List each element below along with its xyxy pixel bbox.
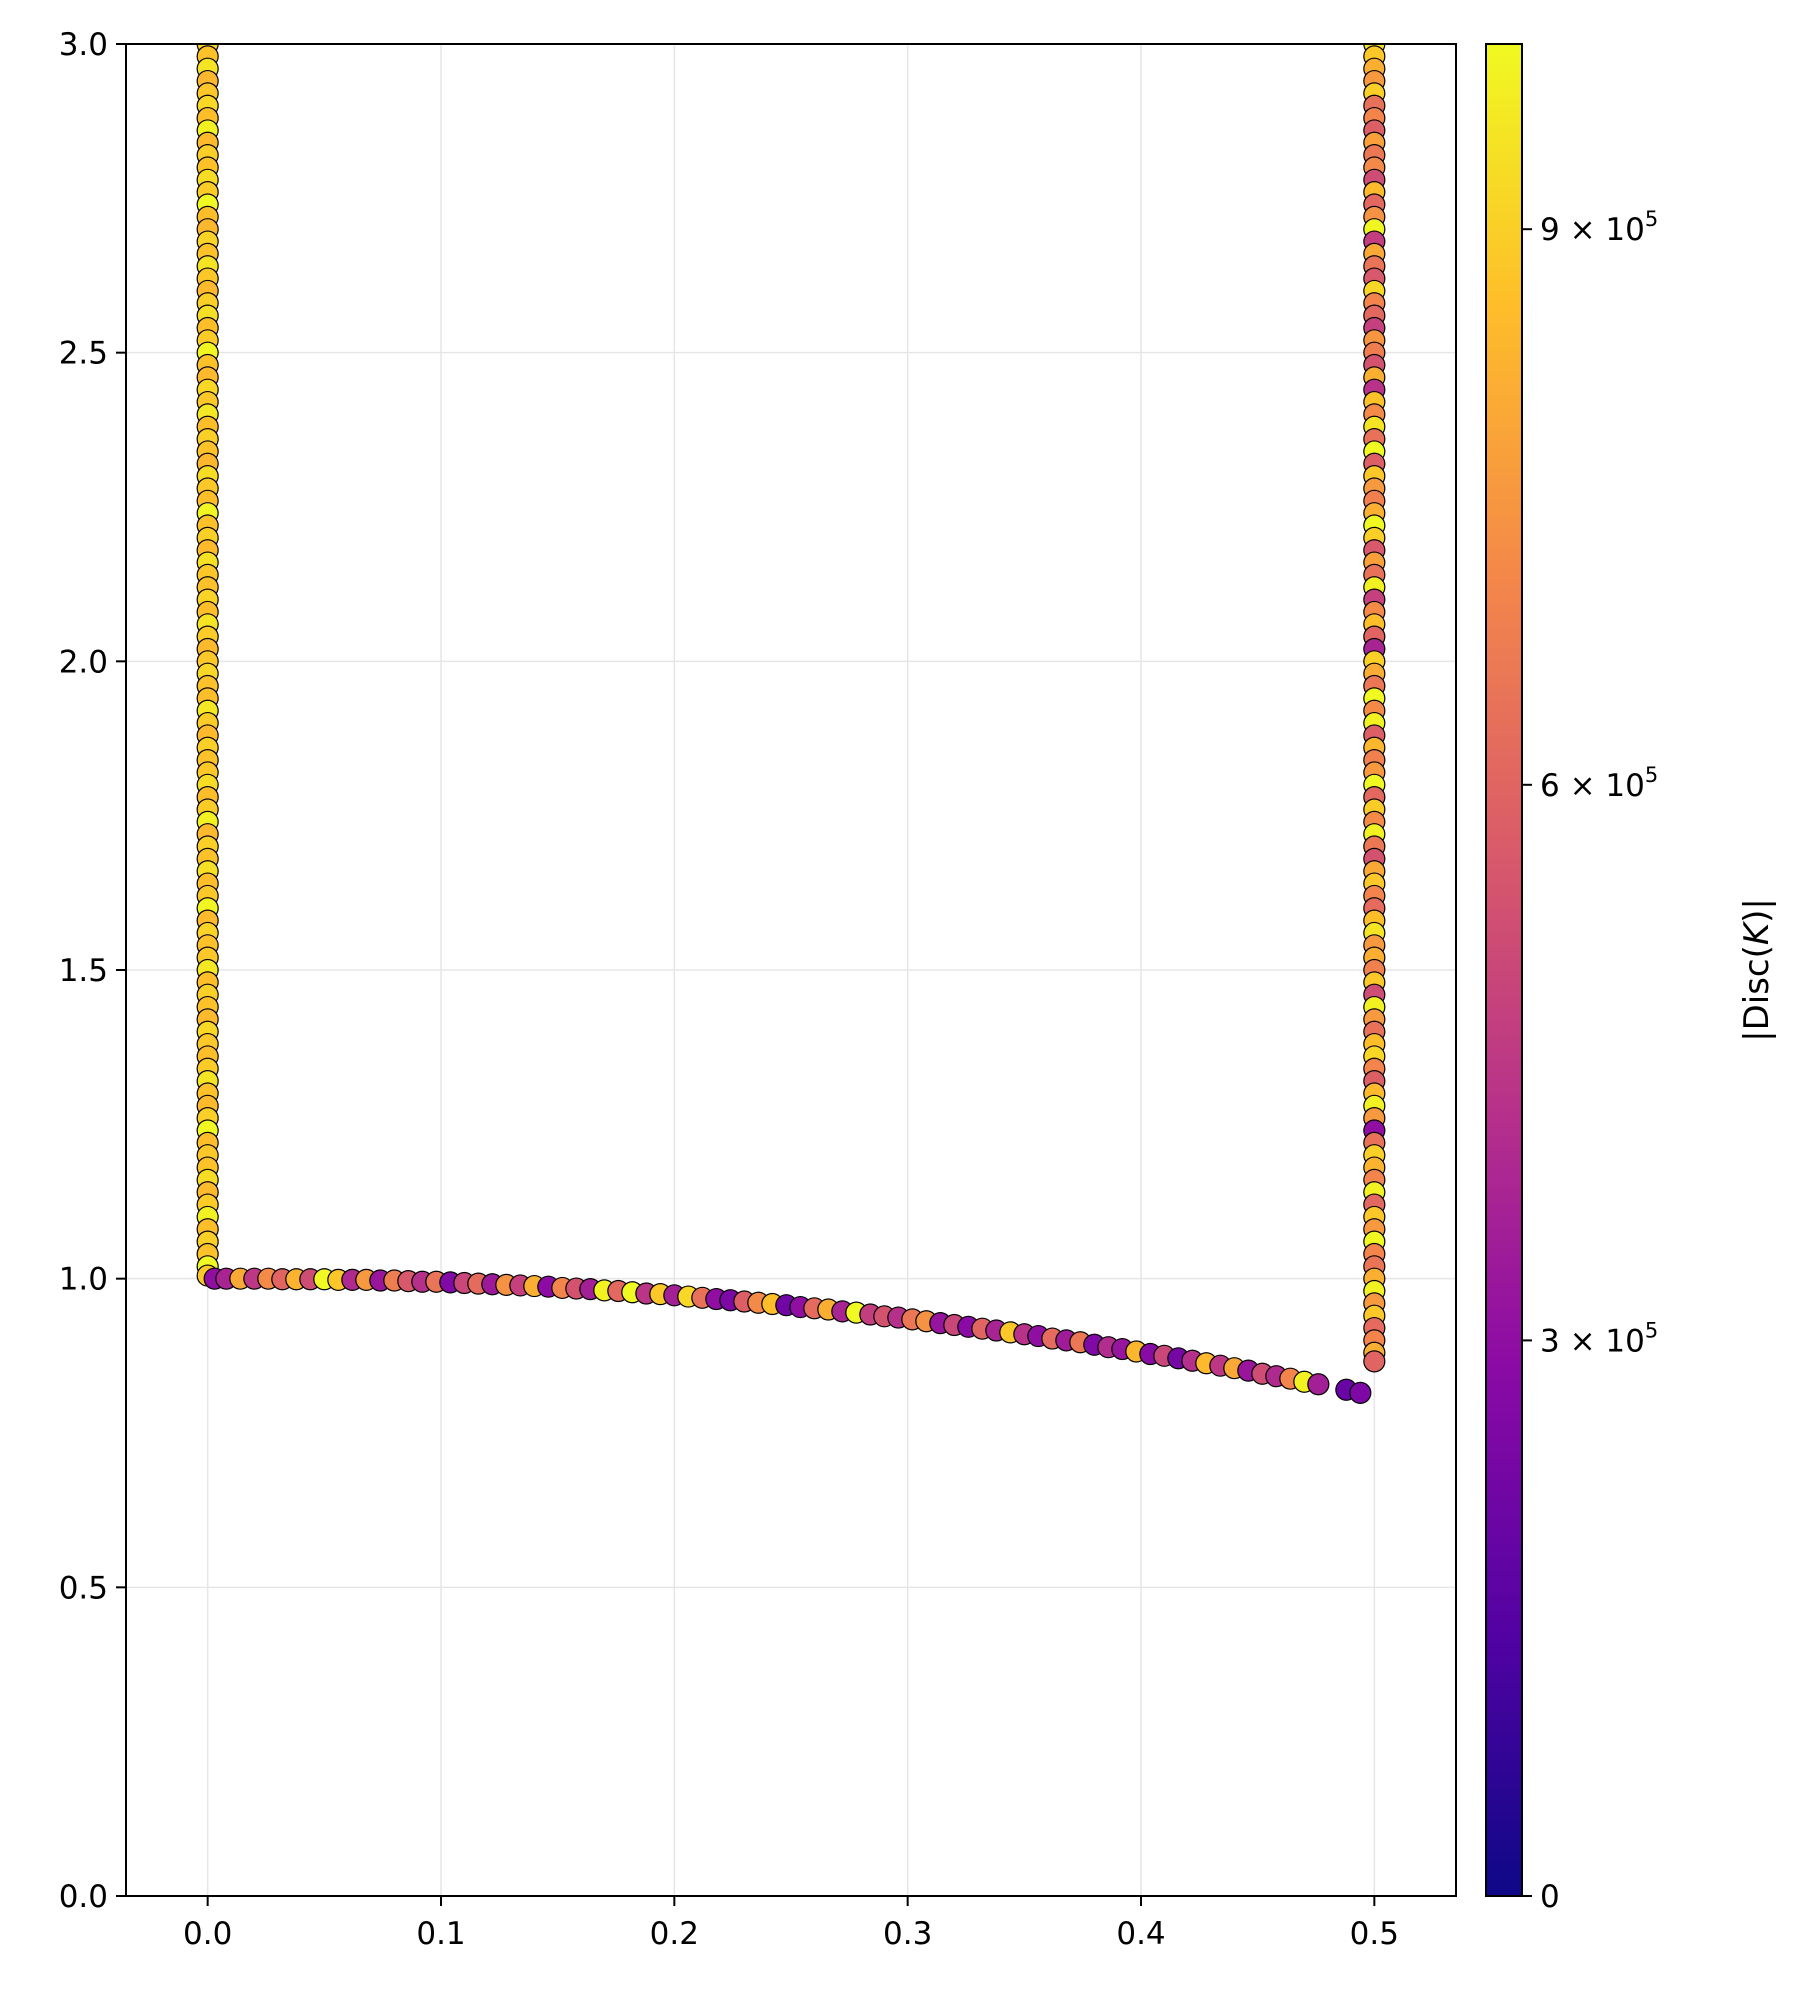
y-tick-label: 2.0 <box>59 644 108 680</box>
colorbar-tick-label: 0 <box>1540 1879 1560 1915</box>
colorbar-label: |Disc(K)| <box>1737 898 1777 1042</box>
colorbar-label-var: K <box>1737 920 1777 945</box>
x-tick-label: 0.0 <box>183 1916 232 1952</box>
x-tick-label: 0.5 <box>1350 1916 1399 1952</box>
y-axis: 0.0 0.5 1.0 1.5 2.0 2.5 3.0 <box>59 27 126 1915</box>
colorbar-label-suffix: )| <box>1737 898 1777 923</box>
data-point <box>1349 1381 1372 1404</box>
colorbar-tick-label: 3 × 105 <box>1540 1318 1658 1359</box>
x-tick-label: 0.1 <box>416 1916 465 1952</box>
y-tick-label: 1.5 <box>59 953 108 989</box>
colorbar-tick-label: 9 × 105 <box>1540 207 1658 248</box>
scatter-points <box>196 44 1386 1404</box>
y-tick-label: 0.5 <box>59 1570 108 1606</box>
colorbar-label-prefix: |Disc( <box>1737 945 1777 1042</box>
data-point <box>1307 1373 1330 1396</box>
colorbar-tick-label: 6 × 105 <box>1540 763 1658 804</box>
x-tick-label: 0.4 <box>1116 1916 1165 1952</box>
x-tick-label: 0.3 <box>883 1916 932 1952</box>
x-axis: 0.0 0.1 0.2 0.3 0.4 0.5 <box>183 1896 1399 1952</box>
y-tick-label: 0.0 <box>59 1879 108 1915</box>
y-tick-label: 3.0 <box>59 27 108 63</box>
y-tick-label: 2.5 <box>59 336 108 372</box>
colorbar <box>1485 43 1523 1897</box>
colorbar-ticks: 0 3 × 105 6 × 105 9 × 105 <box>1522 207 1658 1915</box>
x-tick-label: 0.2 <box>650 1916 699 1952</box>
y-tick-label: 1.0 <box>59 1262 108 1298</box>
data-point <box>1363 1350 1386 1373</box>
